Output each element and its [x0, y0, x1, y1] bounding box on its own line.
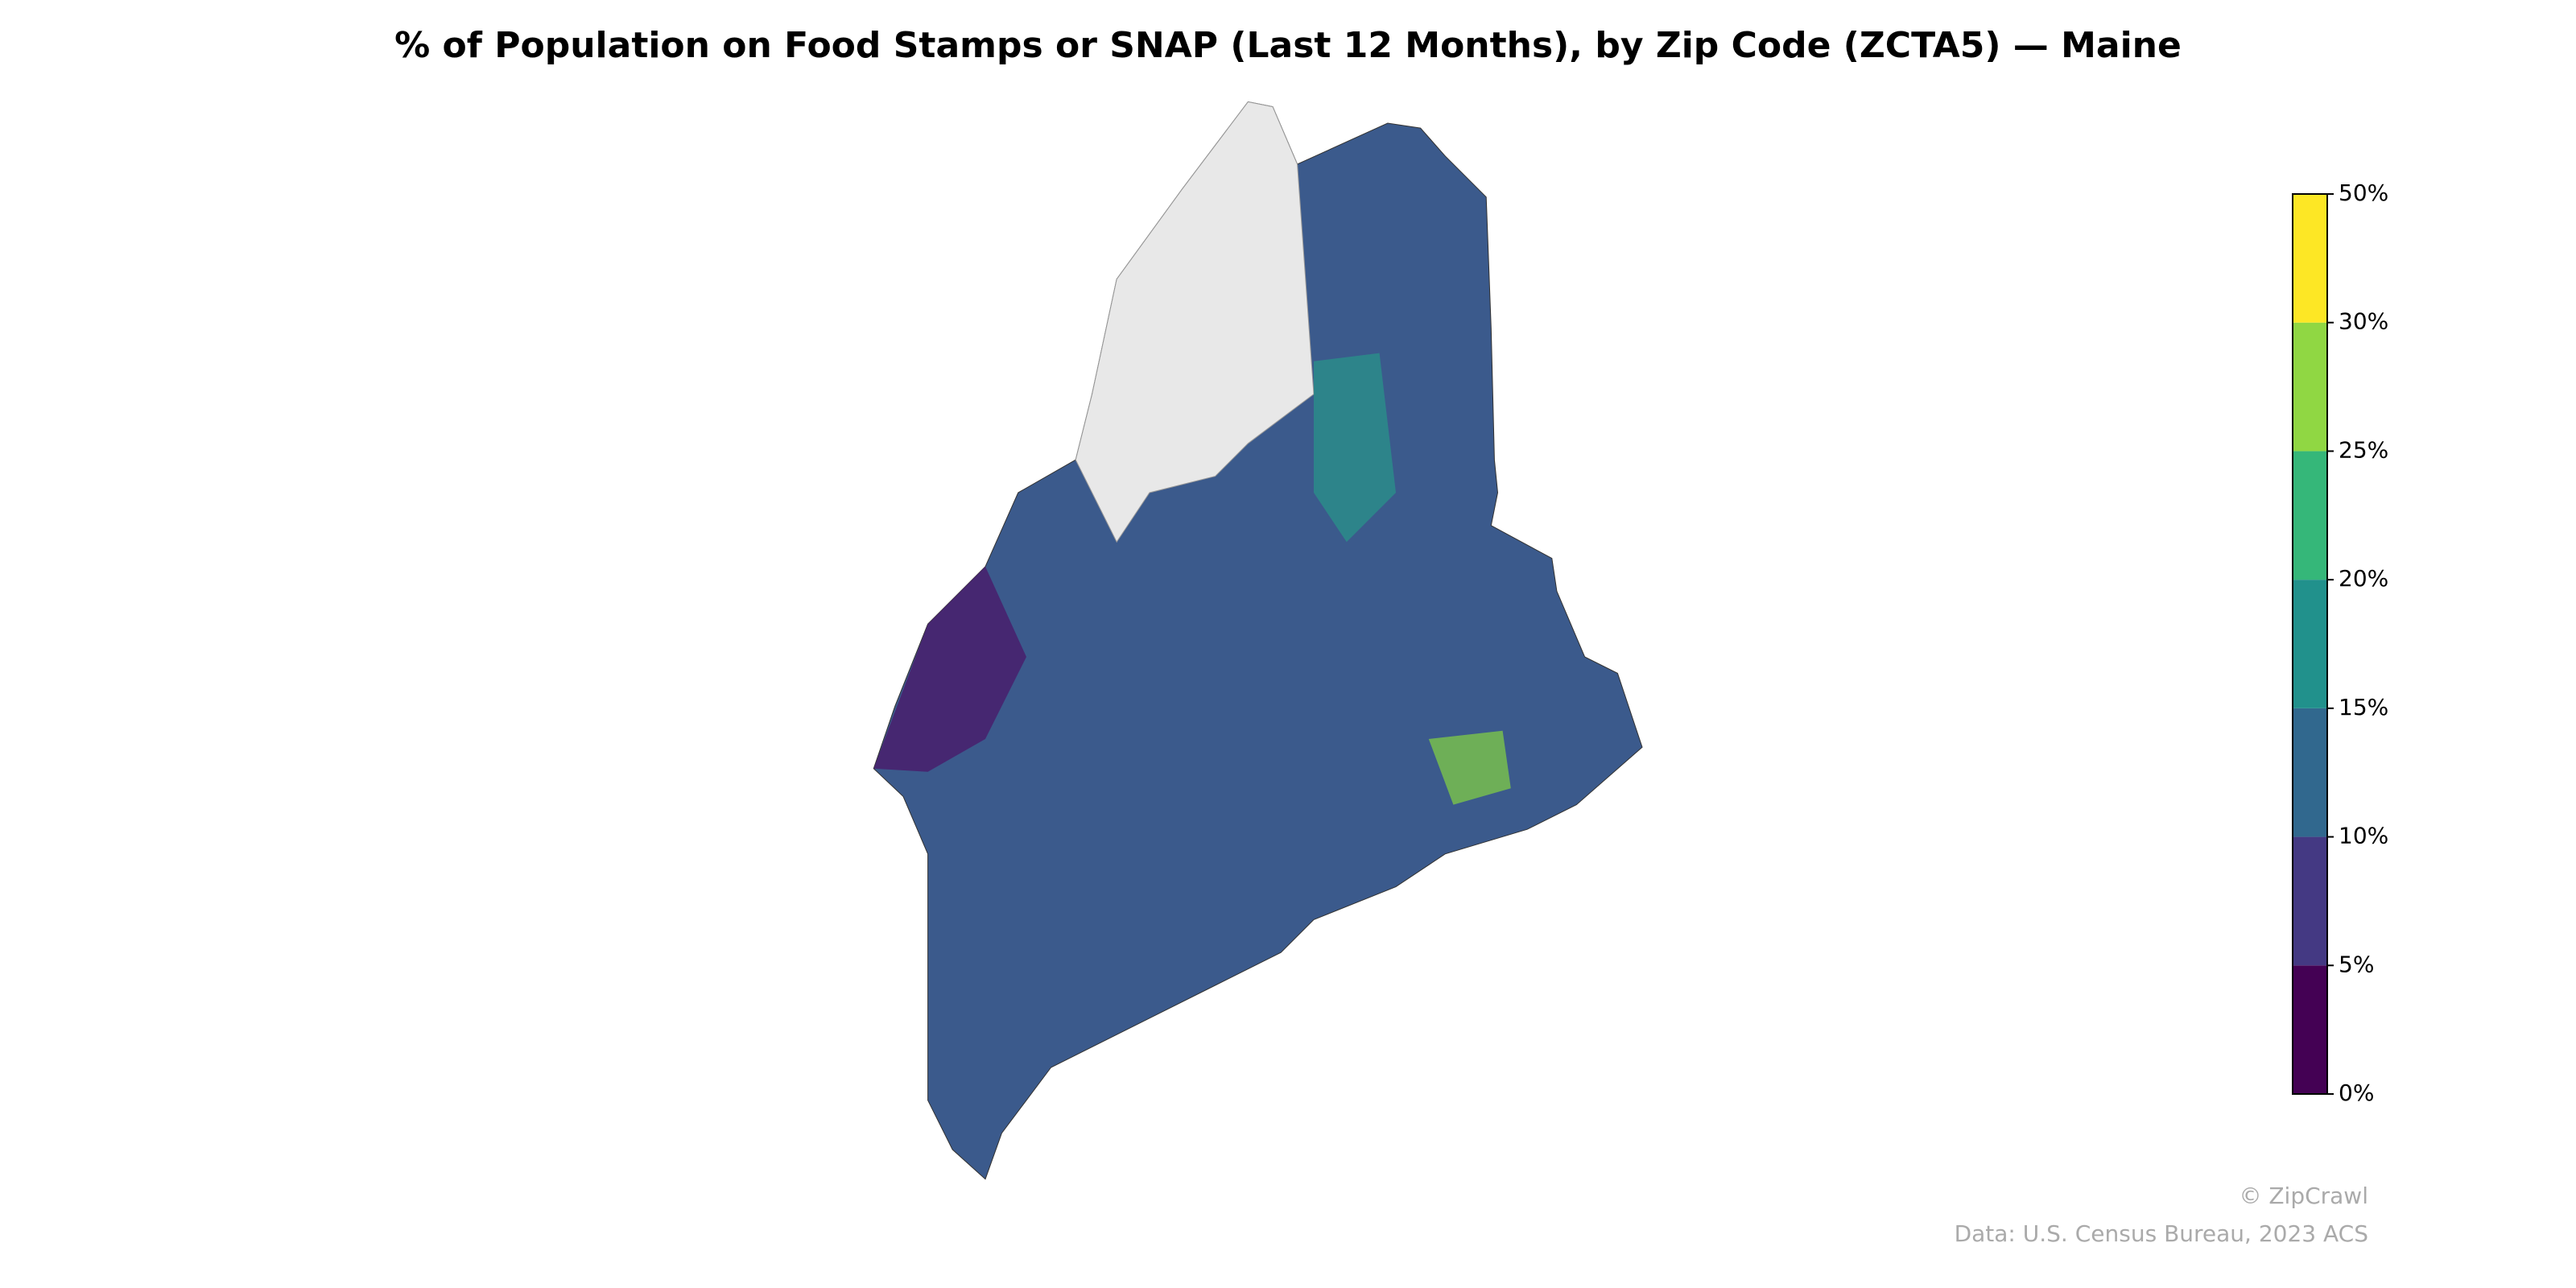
region-patch [873, 566, 1026, 772]
colorbar-bin [2293, 836, 2327, 966]
colorbar-bin [2293, 580, 2327, 708]
colorbar-bin [2293, 322, 2327, 452]
colorbar-tick-label: 50% [2339, 180, 2388, 206]
region-patch [1428, 730, 1511, 805]
credit: Data: U.S. Census Bureau, 2023 ACS [1955, 1220, 2368, 1247]
colorbar-tick-label: 5% [2339, 951, 2374, 977]
colorbar-bin [2293, 194, 2327, 323]
no-data-area [1075, 101, 1315, 543]
colorbar-tick-label: 20% [2339, 565, 2388, 592]
colorbar-bin [2293, 965, 2327, 1094]
colorbar-bin [2293, 708, 2327, 837]
colorbar-tick-label: 0% [2339, 1080, 2374, 1106]
maine-map [873, 101, 1643, 1180]
region-patch [1314, 353, 1396, 543]
colorbar: 0% 5% 10% 15% 20% 25% 30% 50% [2292, 180, 2388, 1106]
map-title: % of Population on Food Stamps or SNAP (… [394, 25, 2182, 66]
credit: © ZipCrawl [2239, 1183, 2368, 1209]
colorbar-tick-label: 25% [2339, 436, 2388, 463]
colorbar-tick-label: 10% [2339, 823, 2388, 849]
colorbar-tick-label: 15% [2339, 694, 2388, 720]
colorbar-tick-label: 30% [2339, 308, 2388, 335]
colorbar-frame [2292, 193, 2328, 1095]
colorbar-bin [2293, 451, 2327, 580]
